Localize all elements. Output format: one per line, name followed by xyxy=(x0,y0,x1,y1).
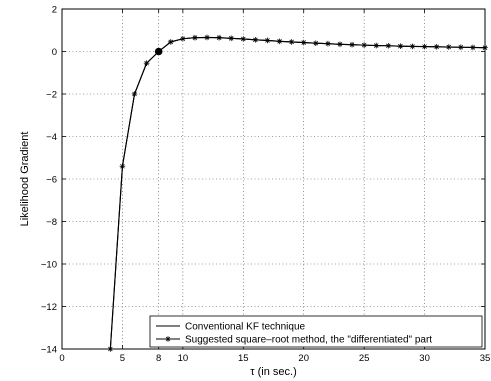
data-point-marker xyxy=(276,38,283,45)
data-point-marker xyxy=(167,39,174,45)
data-point-marker xyxy=(361,42,367,48)
x-tick-label: 25 xyxy=(359,353,370,364)
y-tick-label: −8 xyxy=(46,217,57,228)
data-point-marker xyxy=(470,44,476,51)
x-tick-label: 20 xyxy=(298,353,309,364)
data-point-marker xyxy=(264,37,271,44)
y-tick-label: −4 xyxy=(46,132,57,143)
data-point-marker xyxy=(458,44,464,51)
y-tick-label: 0 xyxy=(52,47,57,58)
data-point-marker xyxy=(313,40,319,47)
y-axis-label: Likelihood Gradient xyxy=(19,132,31,227)
data-point-marker xyxy=(337,41,343,48)
series-layer xyxy=(107,34,488,352)
data-point-marker xyxy=(445,44,452,50)
x-tick-label: 10 xyxy=(178,353,189,364)
y-tick-label: −12 xyxy=(41,302,57,313)
data-point-marker xyxy=(325,40,331,47)
legend-box xyxy=(149,315,483,348)
highlight-point xyxy=(154,47,163,56)
data-point-marker xyxy=(216,34,222,41)
legend: Conventional KF technique Suggested squa… xyxy=(149,315,483,348)
data-point-marker xyxy=(240,36,247,42)
x-axis-label: τ (in sec.) xyxy=(250,366,297,378)
y-tick-label: −14 xyxy=(41,345,57,356)
data-point-marker xyxy=(397,43,404,49)
legend-label-conventional: Conventional KF technique xyxy=(185,322,306,333)
y-tick-label: −6 xyxy=(46,175,57,186)
data-point-marker xyxy=(131,91,138,97)
data-point-marker xyxy=(300,39,307,46)
legend-asterisk xyxy=(165,336,171,342)
y-tick-label: −2 xyxy=(46,90,57,101)
data-point-marker xyxy=(433,44,440,50)
data-point-marker xyxy=(421,43,428,50)
x-tick-label: 35 xyxy=(480,353,491,364)
data-point-marker xyxy=(228,35,234,42)
data-point-marker xyxy=(288,39,295,45)
tick-labels: 0 5 8 10 15 20 25 30 35 −14 −12 −10 −8 −6 −4 −2 0 2 xyxy=(41,5,490,365)
axis-ticks xyxy=(61,8,486,350)
legend-label-suggested: Suggested square–root method, the "diffe… xyxy=(185,335,432,346)
y-tick-label: 2 xyxy=(52,5,57,16)
grid-lines xyxy=(62,9,485,349)
data-point-marker xyxy=(180,35,186,42)
data-point-marker xyxy=(373,42,380,49)
data-point-marker xyxy=(409,43,416,50)
legend-marker-suggested xyxy=(165,336,171,342)
x-tick-label: 30 xyxy=(419,353,430,364)
y-tick-label: −10 xyxy=(41,260,57,271)
x-tick-label: 15 xyxy=(238,353,249,364)
data-point-marker xyxy=(119,163,126,170)
data-point-marker xyxy=(385,42,392,49)
data-point-marker xyxy=(192,34,198,41)
data-point-marker xyxy=(143,60,150,66)
data-point-marker xyxy=(252,37,259,43)
data-point-marker xyxy=(349,41,355,48)
data-point-marker xyxy=(204,34,210,41)
x-tick-label: 0 xyxy=(59,353,64,364)
x-tick-label: 5 xyxy=(120,353,125,364)
x-tick-label: 8 xyxy=(156,353,161,364)
